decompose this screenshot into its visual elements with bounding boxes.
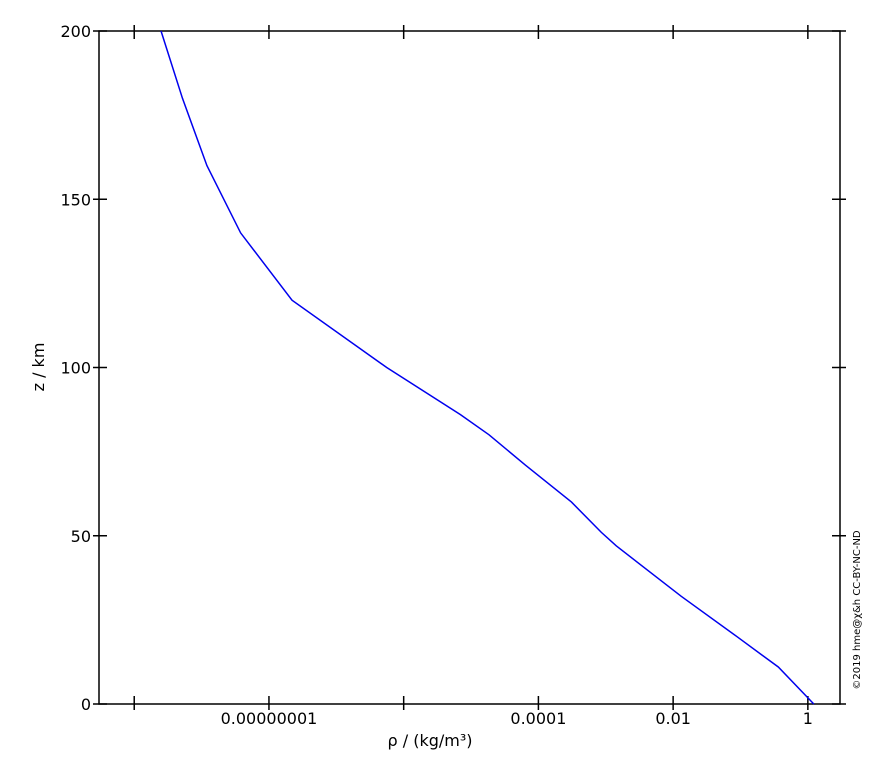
y-tick-label: 150 (60, 190, 91, 209)
y-axis-label: z / km (29, 343, 48, 392)
credit: ©2019 hme@χ&h CC-BY-NC-ND (852, 530, 863, 690)
density-line (160, 30, 815, 705)
y-tick-label: 100 (60, 359, 91, 378)
y-tick-label: 0 (81, 695, 91, 714)
x-tick-label: 0.00000001 (221, 709, 318, 728)
y-tick-label: 200 (60, 22, 91, 41)
x-axis-label: ρ / (kg/m³) (387, 731, 472, 750)
x-tick-label: 0.01 (655, 709, 691, 728)
x-tick-label: 0.0001 (510, 709, 566, 728)
plot-frame (98, 30, 841, 705)
y-tick-label: 50 (71, 527, 91, 546)
x-tick-label: 1 (803, 709, 813, 728)
